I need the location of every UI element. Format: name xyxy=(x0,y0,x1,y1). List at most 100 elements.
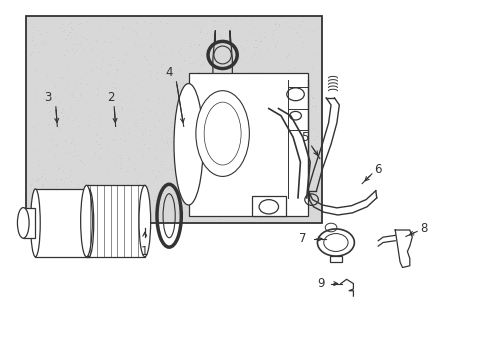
Point xyxy=(36,197,43,202)
Point xyxy=(56,25,63,31)
Point xyxy=(146,44,154,50)
Point xyxy=(233,189,241,195)
Point xyxy=(175,68,183,74)
Point xyxy=(308,28,316,33)
Point xyxy=(200,182,208,188)
Point xyxy=(185,36,193,41)
Point xyxy=(96,112,103,118)
Point xyxy=(99,56,107,62)
Point xyxy=(113,67,121,73)
Point xyxy=(193,96,201,102)
Point xyxy=(131,41,139,46)
Point xyxy=(33,177,41,183)
Point xyxy=(264,46,271,52)
Point xyxy=(225,84,233,90)
Point xyxy=(179,84,186,90)
Point xyxy=(271,171,279,177)
Point xyxy=(211,18,219,23)
Point xyxy=(283,93,291,99)
Point xyxy=(248,17,256,23)
Point xyxy=(167,47,175,53)
Point xyxy=(35,176,43,182)
Point xyxy=(249,49,257,55)
Point xyxy=(50,196,58,202)
Point xyxy=(29,49,37,55)
Point xyxy=(230,17,238,22)
Point xyxy=(232,137,240,143)
Point xyxy=(30,24,38,30)
Point xyxy=(292,213,300,219)
Point xyxy=(233,154,241,160)
Ellipse shape xyxy=(18,208,29,238)
Point xyxy=(300,177,308,183)
Point xyxy=(152,41,160,47)
Point xyxy=(302,64,309,70)
Point xyxy=(96,156,104,162)
Point xyxy=(277,90,285,96)
Point xyxy=(305,125,313,131)
Point xyxy=(68,91,76,97)
Point xyxy=(207,162,215,167)
Point xyxy=(54,38,61,44)
Point xyxy=(186,95,194,100)
Point xyxy=(83,18,91,23)
Point xyxy=(311,103,319,109)
Point xyxy=(107,216,115,221)
Point xyxy=(35,162,43,168)
Point xyxy=(71,142,79,148)
Point xyxy=(220,177,227,183)
Point xyxy=(79,159,86,165)
Point xyxy=(290,65,298,71)
Point xyxy=(303,179,310,184)
Text: 2: 2 xyxy=(107,91,114,104)
Point xyxy=(245,102,253,108)
Point xyxy=(291,158,299,164)
Point xyxy=(245,206,253,212)
Point xyxy=(131,20,139,26)
Bar xyxy=(188,73,307,216)
Point xyxy=(32,98,40,104)
Point xyxy=(61,150,69,156)
Point xyxy=(198,204,206,210)
Point xyxy=(42,127,50,133)
Point xyxy=(74,181,82,187)
Point xyxy=(290,58,298,64)
Point xyxy=(295,193,303,198)
Point xyxy=(271,21,279,26)
Point xyxy=(170,190,178,196)
Point xyxy=(58,21,66,27)
Point xyxy=(62,175,70,181)
Point xyxy=(281,108,288,114)
Point xyxy=(284,198,292,204)
Point xyxy=(123,197,131,203)
Point xyxy=(152,176,160,181)
Point xyxy=(51,93,59,99)
Point xyxy=(189,103,197,108)
Point xyxy=(295,180,303,186)
Point xyxy=(234,54,242,60)
Point xyxy=(217,65,225,71)
Point xyxy=(58,109,65,115)
Point xyxy=(37,191,45,197)
Point xyxy=(53,192,61,198)
Point xyxy=(58,191,66,197)
Point xyxy=(307,66,315,71)
Bar xyxy=(26,16,322,223)
Point xyxy=(208,69,216,75)
Point xyxy=(66,24,74,30)
Point xyxy=(46,108,54,114)
Point xyxy=(62,37,70,42)
Point xyxy=(70,149,78,154)
Point xyxy=(66,35,74,40)
Point xyxy=(112,84,120,90)
Point xyxy=(137,193,144,199)
Point xyxy=(219,109,226,114)
Point xyxy=(196,27,203,33)
Point xyxy=(89,135,97,140)
Point xyxy=(86,45,94,51)
Point xyxy=(289,130,297,135)
Point xyxy=(126,80,134,86)
Point xyxy=(73,184,81,190)
Point xyxy=(152,143,160,149)
Point xyxy=(234,131,242,137)
